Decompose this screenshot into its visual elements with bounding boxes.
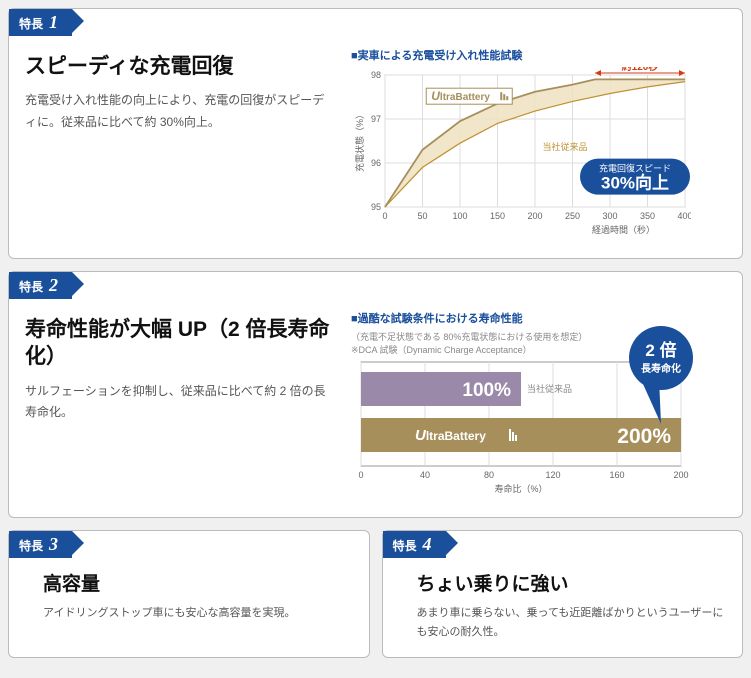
feature-title: 寿命性能が大幅 UP（2 倍長寿命化） [25, 316, 335, 371]
badge-num: 4 [423, 535, 432, 553]
chart1-ylabel: 充電状態（%） [354, 110, 365, 172]
svg-text:充電回復スピード: 充電回復スピード [599, 163, 671, 174]
badge-label: 特長 [19, 278, 43, 295]
svg-text:2 倍: 2 倍 [645, 340, 676, 360]
feature-badge-4: 特長 4 [383, 531, 446, 558]
feature-desc: 充電受け入れ性能の向上により、充電の回復がスピーディに。従来品に比べて約 30%… [25, 90, 335, 133]
svg-text:97: 97 [371, 114, 381, 124]
svg-text:UltraBattery: UltraBattery [415, 427, 486, 444]
svg-text:150: 150 [490, 211, 505, 221]
badge-num: 1 [49, 13, 58, 31]
svg-text:200: 200 [673, 470, 688, 480]
feature-card-1: 特長 1 スピーディな充電回復 充電受け入れ性能の向上により、充電の回復がスピー… [8, 8, 743, 259]
badge-label: 特長 [393, 537, 417, 554]
svg-text:長寿命化: 長寿命化 [641, 362, 681, 375]
feature-card-4: 特長 4 ちょい乗りに強い あまり車に乗らない、乗っても近距離ばかりというユーザ… [382, 530, 744, 658]
chart2-svg: 0 40 80 120 160 200 100% 当社従来品 UltraBattery 200% 寿… [351, 356, 691, 496]
chart2-title: ■過酷な試験条件における寿命性能 [351, 310, 726, 326]
svg-text:30%向上: 30%向上 [601, 173, 669, 193]
conventional-label: 当社従来品 [543, 141, 588, 152]
svg-text:50: 50 [417, 211, 427, 221]
svg-text:250: 250 [565, 211, 580, 221]
badge-label: 特長 [19, 15, 43, 32]
feature-badge-3: 特長 3 [9, 531, 72, 558]
chart1-svg: 95 96 97 98 0 50 100 150 200 250 300 350 400 UltraBat… [351, 67, 691, 237]
feature-badge-2: 特長 2 [9, 272, 72, 299]
svg-text:400: 400 [677, 211, 691, 221]
feature-badge-1: 特長 1 [9, 9, 72, 36]
svg-text:350: 350 [640, 211, 655, 221]
svg-text:98: 98 [371, 70, 381, 80]
feature-title: ちょい乗りに強い [417, 569, 727, 596]
svg-text:200%: 200% [617, 425, 671, 448]
badge-label: 特長 [19, 537, 43, 554]
svg-text:100%: 100% [462, 380, 511, 401]
time-saving-label: 約120秒 [622, 67, 659, 73]
chart1-xlabel: 経過時間（秒） [592, 224, 655, 235]
svg-text:80: 80 [484, 470, 494, 480]
svg-text:160: 160 [609, 470, 624, 480]
badge-num: 2 [49, 276, 58, 294]
feature-card-2: 特長 2 寿命性能が大幅 UP（2 倍長寿命化） サルフェーションを抑制し、従来… [8, 271, 743, 518]
svg-text:40: 40 [420, 470, 430, 480]
svg-text:UltraBattery: UltraBattery [431, 89, 490, 103]
svg-text:300: 300 [602, 211, 617, 221]
feature-title: スピーディな充電回復 [25, 53, 335, 80]
feature-desc: あまり車に乗らない、乗っても近距離ばかりというユーザーにも安心の耐久性。 [417, 604, 727, 641]
svg-text:200: 200 [527, 211, 542, 221]
chart2-xlabel: 寿命比（%） [494, 483, 547, 494]
svg-text:95: 95 [371, 202, 381, 212]
svg-text:120: 120 [545, 470, 560, 480]
badge-num: 3 [49, 535, 58, 553]
svg-text:96: 96 [371, 158, 381, 168]
feature-desc: アイドリングストップ車にも安心な高容量を実現。 [43, 604, 353, 623]
svg-text:100: 100 [452, 211, 467, 221]
feature-desc: サルフェーションを抑制し、従来品に比べて約 2 倍の長寿命化。 [25, 381, 335, 424]
svg-text:0: 0 [358, 470, 363, 480]
feature-title: 高容量 [43, 569, 353, 596]
chart1-title: ■実車による充電受け入れ性能試験 [351, 47, 726, 63]
svg-text:0: 0 [382, 211, 387, 221]
feature-card-3: 特長 3 高容量 アイドリングストップ車にも安心な高容量を実現。 [8, 530, 370, 658]
conventional-label: 当社従来品 [527, 383, 572, 394]
